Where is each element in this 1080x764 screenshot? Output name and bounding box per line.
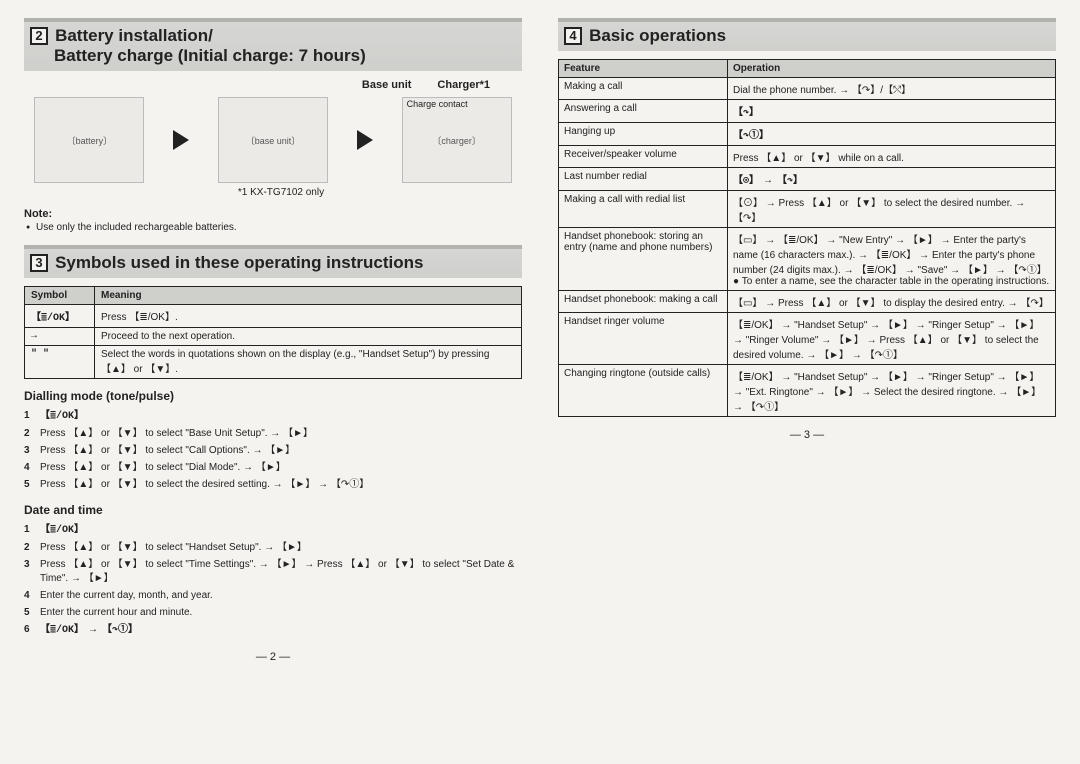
dialling-mode-header: Dialling mode (tone/pulse) [24,389,522,403]
feature-cell: Handset ringer volume [559,313,728,365]
table-row: Making a call with redial list【⊙】 → Pres… [559,191,1056,228]
section3-number: 3 [30,254,48,272]
ops-th-feature: Feature [559,60,728,78]
step: Press 【▲】 or 【▼】 to select "Dial Mode". … [24,459,522,476]
table-row: Answering a call【↷】 [559,100,1056,123]
feature-cell: Handset phonebook: making a call [559,291,728,313]
operations-table: Feature Operation Making a callDial the … [558,59,1056,417]
symbols-table: Symbol Meaning 【≣/OK】 Press 【≣/OK】. → Pr… [24,286,522,379]
charger-label: Charger*1 [437,79,490,91]
arrow-1-icon [173,130,189,150]
step: Press 【▲】 or 【▼】 to select "Base Unit Se… [24,425,522,442]
operation-cell: Dial the phone number. → 【↷】/【⤲】 [727,78,1055,100]
section2-header: 2 Battery installation/ Battery charge (… [24,18,522,71]
symbol-cell: " " [25,346,95,379]
step: Enter the current day, month, and year. [24,587,522,604]
step: Press 【▲】 or 【▼】 to select "Call Options… [24,442,522,459]
feature-cell: Hanging up [559,123,728,146]
section4-header: 4 Basic operations [558,18,1056,51]
operation-cell: Press 【▲】 or 【▼】 while on a call. [727,146,1055,168]
table-row: Receiver/speaker volumePress 【▲】 or 【▼】 … [559,146,1056,168]
feature-cell: Making a call with redial list [559,191,728,228]
operation-cell: 【↷】 [727,100,1055,123]
page-number-right: — 3 — [558,429,1056,441]
date-time-header: Date and time [24,503,522,517]
step: 【≣/OK】 → 【↷①】 [24,621,522,639]
table-row: Making a callDial the phone number. → 【↷… [559,78,1056,100]
ops-th-operation: Operation [727,60,1055,78]
feature-cell: Last number redial [559,168,728,191]
operation-cell: 【⊙】 → 【↷】 [727,168,1055,191]
meaning-cell: Select the words in quotations shown on … [95,346,522,379]
meaning-cell: Press 【≣/OK】. [95,305,522,328]
symbols-th-meaning: Meaning [95,287,522,305]
charger-diagram: Charge contact 〔charger〕 [402,97,512,183]
feature-cell: Handset phonebook: storing an entry (nam… [559,228,728,291]
step: Enter the current hour and minute. [24,604,522,621]
section4-number: 4 [564,27,582,45]
base-unit-label: Base unit [362,79,412,91]
operation-cell: 【≣/OK】 → "Handset Setup" → 【►】 → "Ringer… [727,313,1055,365]
note-bullet-1: Use only the included rechargeable batte… [24,222,522,233]
table-row: Hanging up【↷①】 [559,123,1056,146]
feature-cell: Receiver/speaker volume [559,146,728,168]
diagram-row: 〔battery〕 〔base unit〕 Charge contact 〔ch… [24,97,522,183]
section2-number: 2 [30,27,48,45]
step: Press 【▲】 or 【▼】 to select "Time Setting… [24,556,522,587]
step: 【≣/OK】 [24,407,522,425]
step: Press 【▲】 or 【▼】 to select "Handset Setu… [24,539,522,556]
page-number-left: — 2 — [24,651,522,663]
feature-cell: Changing ringtone (outside calls) [559,365,728,417]
unit-labels-row: Base unit Charger*1 [24,79,522,91]
operation-cell: 【⊙】 → Press 【▲】 or 【▼】 to select the des… [727,191,1055,228]
operation-cell: 【▭】 → Press 【▲】 or 【▼】 to display the de… [727,291,1055,313]
dialling-steps: 【≣/OK】 Press 【▲】 or 【▼】 to select "Base … [24,407,522,493]
section2-title-line1: Battery installation/ [55,26,213,45]
footnote-kx: *1 KX-TG7102 only [40,187,522,198]
page-right: 4 Basic operations Feature Operation Mak… [558,18,1056,663]
feature-cell: Making a call [559,78,728,100]
section2-title-line2: Battery charge (Initial charge: 7 hours) [54,46,366,65]
step: Press 【▲】 or 【▼】 to select the desired s… [24,476,522,493]
operation-cell: 【↷①】 [727,123,1055,146]
feature-cell: Answering a call [559,100,728,123]
table-row: → Proceed to the next operation. [25,328,522,346]
table-row: " " Select the words in quotations shown… [25,346,522,379]
symbol-cell: → [25,328,95,346]
section3-title: Symbols used in these operating instruct… [55,253,423,272]
table-row: Last number redial【⊙】 → 【↷】 [559,168,1056,191]
table-row: Handset phonebook: storing an entry (nam… [559,228,1056,291]
operation-cell: 【▭】 → 【≣/OK】 → "New Entry" → 【►】 → Enter… [727,228,1055,291]
symbol-cell: 【≣/OK】 [25,305,95,328]
note-header: Note: [24,208,522,220]
charge-contact-label: Charge contact [407,100,468,110]
meaning-cell: Proceed to the next operation. [95,328,522,346]
table-row: Handset ringer volume【≣/OK】 → "Handset S… [559,313,1056,365]
manual-spread: 2 Battery installation/ Battery charge (… [24,18,1056,663]
note-bullets: Use only the included rechargeable batte… [24,222,522,233]
arrow-2-icon [357,130,373,150]
section3-header: 3 Symbols used in these operating instru… [24,245,522,278]
page-left: 2 Battery installation/ Battery charge (… [24,18,522,663]
table-row: Handset phonebook: making a call【▭】 → Pr… [559,291,1056,313]
operation-cell: 【≣/OK】 → "Handset Setup" → 【►】 → "Ringer… [727,365,1055,417]
table-row: 【≣/OK】 Press 【≣/OK】. [25,305,522,328]
step: 【≣/OK】 [24,521,522,539]
date-steps: 【≣/OK】 Press 【▲】 or 【▼】 to select "Hands… [24,521,522,639]
base-unit-diagram: 〔base unit〕 [218,97,328,183]
battery-install-diagram: 〔battery〕 [34,97,144,183]
section4-title: Basic operations [589,26,726,45]
symbols-th-symbol: Symbol [25,287,95,305]
table-row: Changing ringtone (outside calls)【≣/OK】 … [559,365,1056,417]
